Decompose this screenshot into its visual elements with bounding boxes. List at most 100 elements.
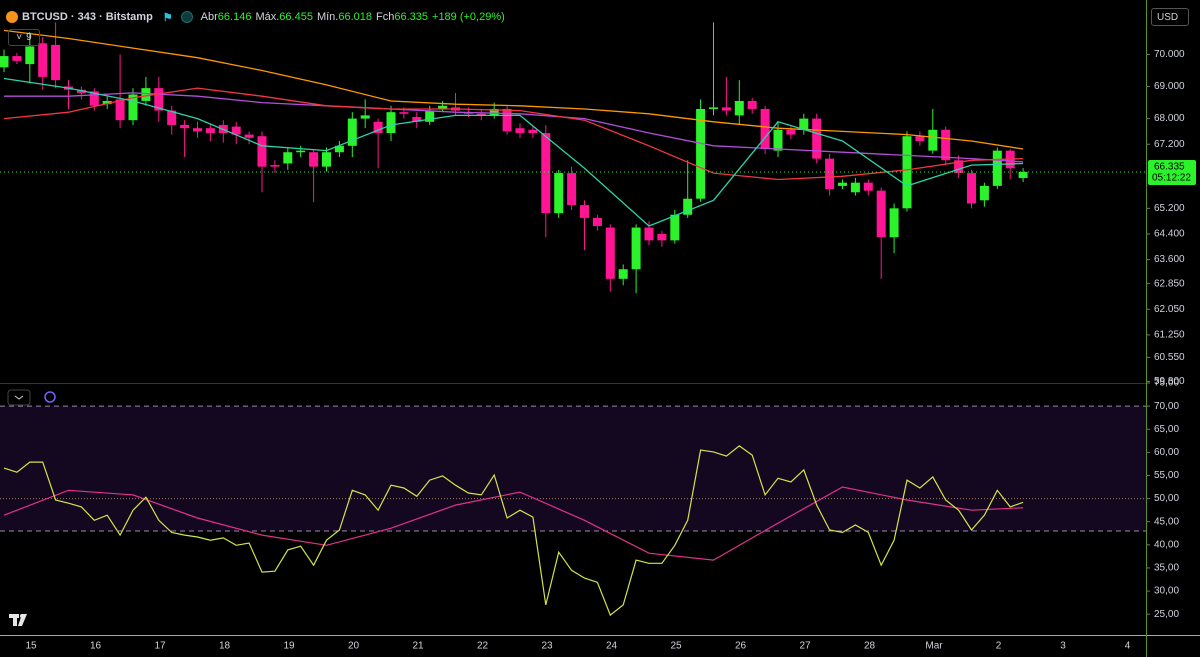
candle-body (889, 208, 899, 238)
candle-body (747, 100, 757, 109)
chevron: ˅ (16, 32, 23, 43)
ohlc-label: Máx. (255, 11, 280, 23)
candle-body (231, 126, 241, 135)
candle-body (360, 115, 370, 119)
candle-body (992, 150, 1002, 186)
candle-body (954, 160, 964, 174)
candle-body (347, 118, 357, 146)
x-tick-label: 25 (670, 641, 682, 652)
candle-body (102, 100, 112, 105)
ohlc-value: 66.455 (279, 11, 313, 23)
candle-body (773, 129, 783, 151)
candle-body (631, 227, 641, 270)
y-tick-label: 64.400 (1154, 229, 1185, 240)
pane-toggle[interactable] (7, 389, 31, 406)
candle-body (25, 46, 35, 65)
candle-body (425, 110, 435, 122)
candle-body (657, 233, 667, 241)
logo-part (20, 614, 24, 618)
candle-body (193, 128, 202, 132)
y-tick-label: 45,00 (1154, 516, 1179, 527)
x-tick-label: 27 (799, 641, 811, 652)
candle-body (799, 118, 809, 130)
candle-body (876, 190, 886, 238)
candle-body (850, 182, 860, 193)
logo-part (18, 614, 27, 626)
candle-body (928, 129, 938, 151)
candle-body (528, 129, 538, 134)
candle-body (322, 152, 331, 167)
candle-body (373, 121, 383, 134)
plot: 70.000 69.000 68.000 67.200 65.200 64.400 63.6… (0, 22, 1185, 620)
y-tick-label: 65,00 (1154, 424, 1179, 435)
x-tick-label: 22 (477, 641, 489, 652)
candle-body (502, 108, 512, 132)
y-tick-label: 60,00 (1154, 447, 1179, 458)
candle-body (592, 217, 602, 226)
candle-body (567, 173, 577, 206)
candle-body (515, 128, 525, 134)
candle-body (76, 89, 86, 93)
candle-body (941, 129, 951, 161)
x-tick-label: Mar (925, 641, 943, 652)
y-tick-label: 70,00 (1154, 401, 1179, 412)
rsi-line (3, 445, 1024, 617)
symbol-header: BTCUSD · 343 · Bitstamp ⚑ Abr 66.146 Máx.… (6, 8, 505, 26)
candle-body (554, 173, 564, 214)
candle-body (283, 152, 293, 164)
x-tick-label: 16 (90, 641, 102, 652)
y-tick-label: 55,00 (1154, 470, 1179, 481)
y-tick-label: 30,00 (1154, 586, 1179, 597)
candle-body (0, 56, 9, 68)
candle-body (386, 112, 396, 134)
tv-logo (9, 614, 27, 626)
candle-body (128, 94, 138, 121)
x-tick-label: 2 (996, 641, 1002, 652)
currency: USD (1157, 11, 1179, 23)
symbol[interactable]: BTCUSD · 343 · Bitstamp (22, 11, 153, 23)
candle-body (399, 112, 409, 114)
y-tick-label: 75,00 (1154, 378, 1179, 389)
y-tick-label: 35,00 (1154, 563, 1179, 574)
candle-body (309, 152, 319, 167)
candle-body (644, 227, 654, 241)
candle-body (683, 198, 693, 215)
indicator-icon[interactable] (44, 391, 56, 403)
moving-average (4, 92, 1024, 163)
y-tick-label: 69.000 (1154, 81, 1185, 92)
candle-body (257, 136, 267, 167)
y-tick-label: 59.800 (1154, 376, 1185, 387)
candle-body (270, 165, 280, 167)
candle-body (244, 134, 254, 138)
ohlc-value: 66.018 (338, 11, 373, 23)
indicator-count: 9 (26, 32, 32, 43)
candle-body (1018, 171, 1028, 179)
candle-body (915, 136, 925, 142)
logo-part (13, 614, 17, 626)
candle-body (670, 214, 680, 241)
x-tick-label: 17 (154, 641, 166, 652)
ohlc-label: Abr (200, 11, 218, 23)
y-tick-label: 62.050 (1154, 304, 1185, 315)
y-tick-label: 65.200 (1154, 203, 1185, 214)
candle-body (334, 145, 344, 153)
change: +189 (+0,29%) (432, 11, 505, 23)
candle-body (180, 124, 190, 129)
x-tick-label: 24 (606, 641, 618, 652)
y-tick-label: 62.850 (1154, 278, 1185, 289)
y-tick-label: 40,00 (1154, 539, 1179, 550)
x-tick-label: 15 (25, 641, 37, 652)
candle-body (979, 185, 989, 201)
indicators-toggle[interactable]: ˅ 9 (8, 29, 40, 46)
flag-icon[interactable]: ⚑ (162, 11, 173, 24)
candle-body (760, 108, 770, 150)
moving-average (3, 77, 1024, 227)
chevron-icon (14, 395, 24, 400)
candle-body (786, 129, 796, 135)
candle-body (967, 173, 976, 204)
btc-icon (6, 11, 18, 23)
x-tick-label: 3 (1060, 641, 1066, 652)
currency-select[interactable]: USD (1151, 8, 1189, 26)
